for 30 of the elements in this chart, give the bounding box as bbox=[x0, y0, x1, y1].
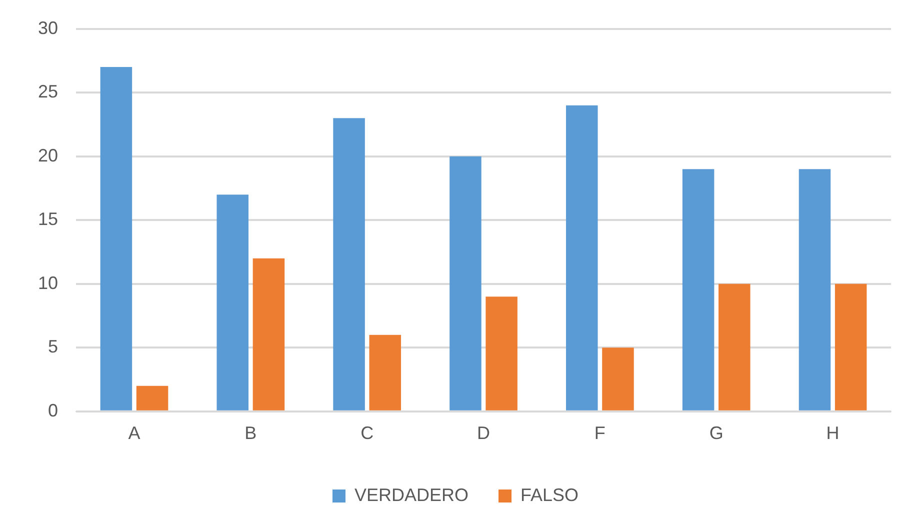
bar bbox=[718, 284, 750, 410]
x-tick-label: H bbox=[826, 423, 840, 444]
x-tick-label: D bbox=[477, 423, 490, 444]
legend-label: FALSO bbox=[520, 484, 579, 505]
bar bbox=[216, 194, 248, 410]
bar bbox=[486, 296, 518, 410]
y-tick-label: 25 bbox=[38, 82, 58, 102]
x-tick-label: C bbox=[360, 423, 374, 444]
y-tick-label: 20 bbox=[38, 145, 58, 166]
bar bbox=[369, 334, 402, 410]
bar bbox=[602, 348, 634, 410]
y-tick-label: 10 bbox=[38, 272, 58, 293]
legend-label: VERDADERO bbox=[354, 484, 469, 505]
bar bbox=[834, 284, 867, 410]
bar bbox=[682, 169, 714, 410]
x-tick-label: B bbox=[244, 423, 257, 444]
y-tick-label: 5 bbox=[48, 336, 58, 357]
bar bbox=[450, 156, 482, 410]
bar bbox=[798, 169, 831, 410]
x-tick-label: F bbox=[594, 423, 606, 444]
bar bbox=[100, 67, 132, 410]
y-tick-label: 15 bbox=[38, 209, 58, 230]
y-tick-label: 0 bbox=[48, 400, 58, 420]
x-tick-label: A bbox=[128, 423, 140, 444]
bar bbox=[566, 105, 598, 410]
bar bbox=[333, 118, 365, 410]
bar bbox=[252, 258, 285, 410]
x-tick-label: G bbox=[709, 423, 724, 444]
bar bbox=[136, 386, 168, 410]
y-tick-label: 30 bbox=[38, 18, 58, 38]
